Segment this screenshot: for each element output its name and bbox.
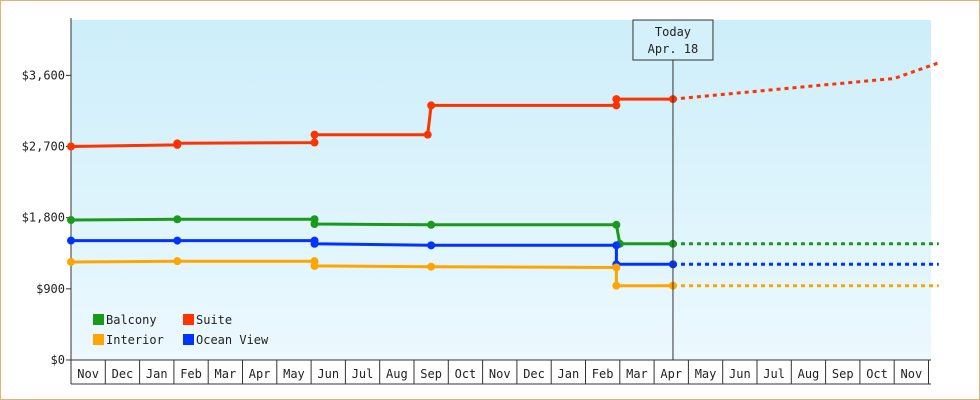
forecast-line-suite bbox=[672, 61, 940, 101]
series-layer bbox=[67, 61, 940, 290]
data-point bbox=[427, 262, 436, 271]
x-tick-label: Oct bbox=[866, 367, 888, 381]
data-point bbox=[173, 257, 182, 266]
data-point bbox=[310, 138, 319, 147]
legend-swatch bbox=[93, 314, 104, 325]
x-tick-label: Jan bbox=[558, 367, 580, 381]
data-point bbox=[173, 236, 182, 245]
legend-label: Ocean View bbox=[196, 333, 269, 347]
x-tick-label: Dec bbox=[112, 367, 134, 381]
data-point bbox=[310, 220, 319, 228]
y-tick-label: $3,600 bbox=[22, 68, 65, 82]
x-tick-label: May bbox=[695, 367, 717, 381]
data-point bbox=[612, 281, 621, 290]
data-point bbox=[173, 139, 182, 148]
x-tick-label: Aug bbox=[386, 367, 408, 381]
data-point bbox=[612, 101, 621, 110]
data-point bbox=[67, 216, 75, 225]
data-point bbox=[67, 236, 75, 245]
data-point bbox=[310, 130, 319, 139]
data-point bbox=[67, 142, 75, 151]
x-tick-label: Dec bbox=[523, 367, 545, 381]
y-tick-label: $900 bbox=[36, 282, 65, 296]
x-tick-label: Nov bbox=[77, 367, 99, 381]
data-point bbox=[310, 239, 319, 248]
today-box bbox=[632, 19, 714, 61]
x-tick-label: Sep bbox=[420, 367, 442, 381]
data-point bbox=[612, 95, 621, 104]
data-point bbox=[427, 241, 436, 250]
data-point bbox=[612, 220, 621, 229]
x-tick-label: Mar bbox=[215, 367, 237, 381]
x-tick-label: Aug bbox=[798, 367, 820, 381]
x-tick-label: Jul bbox=[352, 367, 374, 381]
x-tick-label: Jul bbox=[763, 367, 785, 381]
data-point bbox=[427, 220, 436, 229]
plot-area bbox=[71, 20, 931, 360]
x-tick-label: May bbox=[283, 367, 305, 381]
legend-swatch bbox=[183, 334, 194, 345]
x-axis: Nov Dec Jan Feb Mar Apr May Jun Jul Aug Sep Oct Nov D… bbox=[70, 359, 931, 385]
x-tick-label: Feb bbox=[180, 367, 202, 381]
data-point bbox=[67, 257, 75, 266]
y-tick-label: $1,800 bbox=[22, 211, 65, 225]
x-tick-label: Nov bbox=[489, 367, 511, 381]
y-tick-label: $2,700 bbox=[22, 140, 65, 154]
x-tick-label: Nov bbox=[901, 367, 923, 381]
today-marker: Today Apr. 18 bbox=[632, 19, 714, 360]
x-tick-label: Jan bbox=[146, 367, 168, 381]
data-point bbox=[612, 241, 621, 250]
legend: Balcony Suite Interior Ocean View bbox=[93, 313, 269, 347]
today-date: Apr. 18 bbox=[648, 42, 699, 56]
x-tick-label: Apr bbox=[660, 367, 682, 381]
x-tick-label: Jun bbox=[317, 367, 339, 381]
legend-label: Suite bbox=[196, 313, 232, 327]
legend-swatch bbox=[183, 314, 194, 325]
legend-swatch bbox=[93, 334, 104, 345]
x-tick-label: Sep bbox=[832, 367, 854, 381]
y-axis: $0 $900 $1,800 $2,700 $3,600 bbox=[22, 18, 72, 367]
data-point bbox=[310, 261, 319, 270]
data-point bbox=[427, 101, 436, 110]
x-tick-label: Feb bbox=[592, 367, 614, 381]
y-tick-label: $0 bbox=[51, 353, 65, 367]
data-point bbox=[423, 130, 432, 139]
x-tick-label: Mar bbox=[626, 367, 648, 381]
today-label: Today bbox=[655, 25, 691, 39]
x-tick-label: Apr bbox=[249, 367, 271, 381]
legend-label: Balcony bbox=[106, 313, 157, 327]
legend-label: Interior bbox=[106, 333, 164, 347]
data-point bbox=[173, 215, 182, 224]
x-tick-label: Oct bbox=[455, 367, 477, 381]
x-tick-label: Jun bbox=[729, 367, 751, 381]
data-point bbox=[612, 263, 621, 272]
